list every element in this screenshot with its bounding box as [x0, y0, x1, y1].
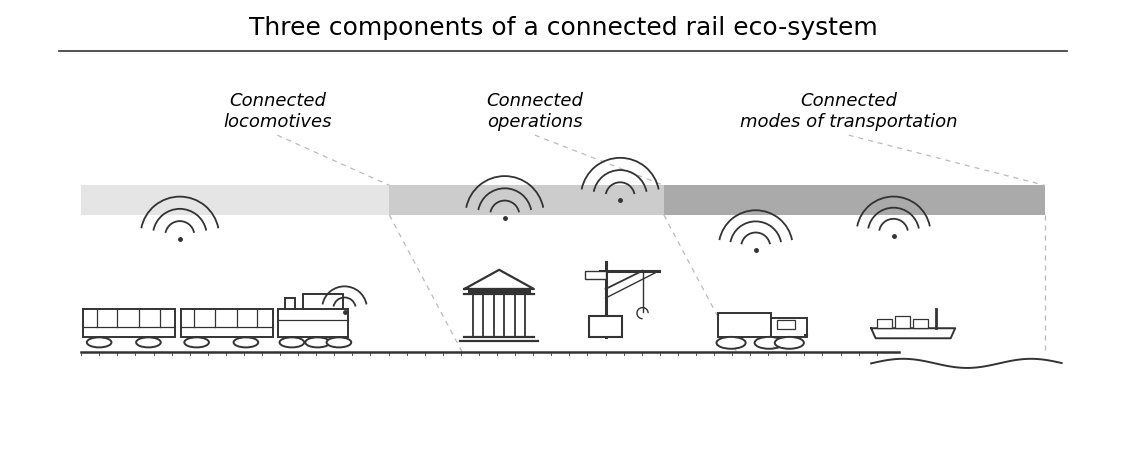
Circle shape — [233, 337, 258, 347]
Bar — [589, 316, 623, 337]
Circle shape — [305, 337, 330, 347]
Circle shape — [775, 337, 804, 349]
Bar — [83, 309, 176, 337]
Bar — [467, 289, 530, 294]
Bar — [717, 313, 771, 337]
Bar — [81, 185, 390, 215]
Bar — [586, 271, 606, 279]
Bar — [390, 185, 664, 215]
Text: Three components of a connected rail eco-system: Three components of a connected rail eco… — [249, 16, 877, 40]
Bar — [895, 316, 910, 328]
Text: Connected
modes of transportation: Connected modes of transportation — [740, 92, 957, 131]
Circle shape — [87, 337, 111, 347]
Polygon shape — [464, 270, 534, 289]
Bar — [877, 319, 893, 328]
Circle shape — [279, 337, 304, 347]
Circle shape — [185, 337, 209, 347]
Polygon shape — [872, 328, 955, 338]
Bar — [771, 318, 807, 337]
Bar — [181, 309, 272, 337]
Circle shape — [754, 337, 784, 349]
Bar — [303, 294, 343, 309]
Bar — [664, 185, 1045, 215]
Bar — [777, 320, 795, 329]
Circle shape — [136, 337, 161, 347]
Bar — [278, 309, 348, 337]
Text: Connected
locomotives: Connected locomotives — [223, 92, 331, 131]
Bar — [912, 319, 928, 328]
Text: Connected
operations: Connected operations — [486, 92, 583, 131]
Circle shape — [327, 337, 351, 347]
Circle shape — [716, 337, 745, 349]
Bar — [285, 298, 295, 309]
